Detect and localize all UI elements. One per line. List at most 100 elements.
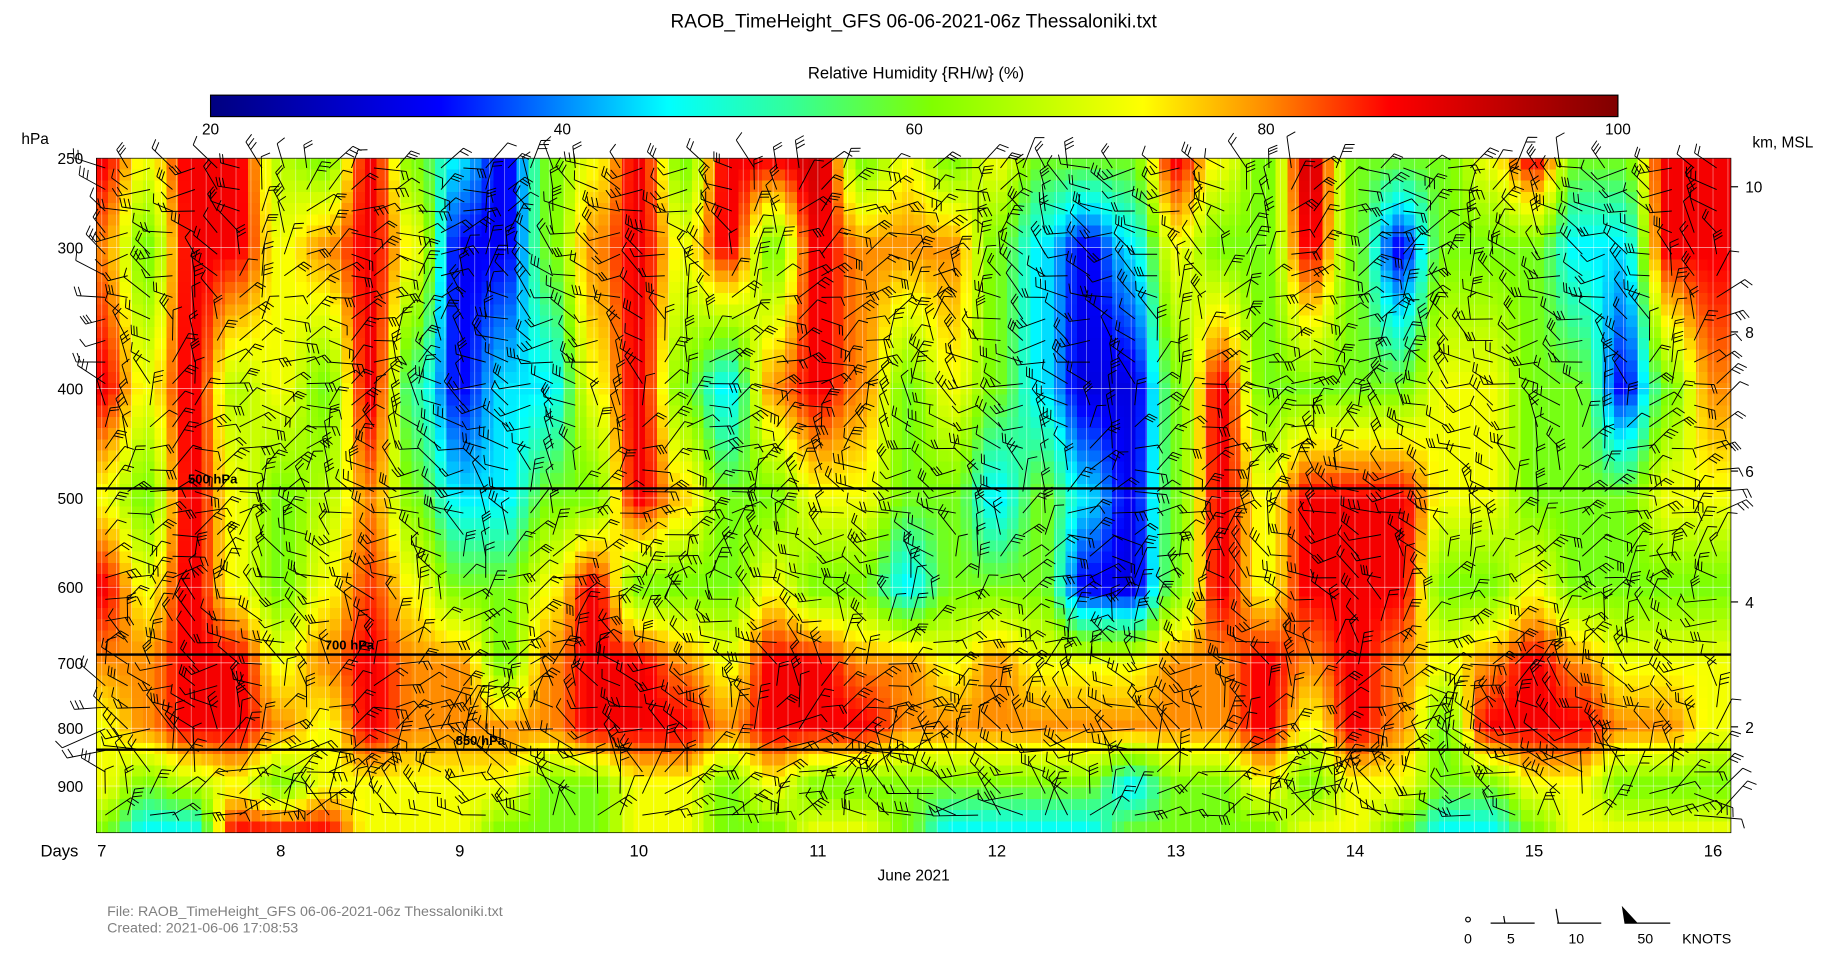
heatmap-cell xyxy=(1018,259,1032,272)
heatmap-cell xyxy=(388,439,401,452)
heatmap-cell xyxy=(575,349,588,362)
heatmap-cell xyxy=(259,776,273,789)
heatmap-cell xyxy=(820,371,833,384)
heatmap-cell xyxy=(621,281,635,294)
heatmap-cell xyxy=(703,158,716,171)
heatmap-cell xyxy=(224,259,238,272)
heatmap-cell xyxy=(329,517,343,530)
heatmap-cell xyxy=(796,585,810,598)
heatmap-cell xyxy=(423,551,436,564)
heatmap-cell xyxy=(785,360,798,373)
heatmap-cell xyxy=(236,293,249,306)
heatmap-cell xyxy=(259,810,273,823)
heatmap-cell xyxy=(925,236,938,249)
heatmap-cell xyxy=(738,472,751,485)
heatmap-cell xyxy=(925,383,938,396)
heatmap-cell xyxy=(761,529,775,542)
heatmap-cell xyxy=(96,562,109,575)
heatmap-cell xyxy=(831,720,845,733)
heatmap-cell xyxy=(598,450,611,463)
heatmap-cell xyxy=(995,709,1008,722)
heatmap-cell xyxy=(563,641,576,654)
heatmap-cell xyxy=(341,371,354,384)
heatmap-cell xyxy=(913,416,927,429)
heatmap-cell xyxy=(586,517,600,530)
heatmap-cell xyxy=(680,551,693,564)
heatmap-cell xyxy=(271,259,284,272)
heatmap-cell xyxy=(236,315,249,328)
heatmap-cell xyxy=(691,371,705,384)
heatmap-cell xyxy=(271,619,284,632)
heatmap-cell xyxy=(586,439,600,452)
heatmap-cell xyxy=(668,484,681,497)
heatmap-cell xyxy=(621,428,635,440)
heatmap-cell xyxy=(469,405,483,418)
heatmap-cell xyxy=(668,191,681,204)
heatmap-cell xyxy=(680,484,693,497)
heatmap-cell xyxy=(855,495,868,508)
heatmap-cell xyxy=(586,169,600,182)
heatmap-cell xyxy=(469,259,483,272)
heatmap-cell xyxy=(388,821,401,833)
heatmap-cell xyxy=(1053,675,1067,688)
heatmap-cell xyxy=(901,203,915,216)
heatmap-cell xyxy=(983,720,997,733)
heatmap-cell xyxy=(808,652,821,665)
heatmap-cell xyxy=(995,394,1008,407)
heatmap-cell xyxy=(108,326,121,339)
heatmap-cell xyxy=(551,236,565,249)
heatmap-cell xyxy=(972,360,985,373)
heatmap-cell xyxy=(563,450,576,463)
heatmap-cell xyxy=(610,798,623,811)
heatmap-cell xyxy=(516,169,530,182)
heatmap-cell xyxy=(773,214,786,227)
heatmap-cell xyxy=(493,765,506,778)
heatmap-cell xyxy=(505,506,518,519)
heatmap-cell xyxy=(166,495,179,508)
heatmap-cell xyxy=(329,439,343,452)
heatmap-cell xyxy=(505,517,518,530)
heatmap-cell xyxy=(458,394,471,407)
heatmap-cell xyxy=(645,517,658,530)
heatmap-cell xyxy=(691,383,705,396)
heatmap-cell xyxy=(306,214,319,227)
heatmap-cell xyxy=(434,439,448,452)
heatmap-cell xyxy=(399,180,413,193)
heatmap-cell xyxy=(645,664,658,677)
heatmap-cell xyxy=(189,214,203,227)
heatmap-cell xyxy=(528,293,541,306)
heatmap-cell xyxy=(680,540,693,553)
heatmap-cell xyxy=(505,585,518,598)
heatmap-cell xyxy=(143,293,156,306)
heatmap-cell xyxy=(481,619,495,632)
heatmap-cell xyxy=(890,281,903,294)
heatmap-cell xyxy=(469,225,483,238)
heatmap-cell xyxy=(960,158,973,171)
heatmap-cell xyxy=(960,270,973,283)
heatmap-cell xyxy=(201,754,214,766)
heatmap-cell xyxy=(154,439,168,452)
heatmap-cell xyxy=(96,495,109,508)
heatmap-cell xyxy=(563,383,576,396)
heatmap-cell xyxy=(808,191,821,204)
heatmap-cell xyxy=(469,349,483,362)
heatmap-cell xyxy=(901,214,915,227)
heatmap-cell xyxy=(738,315,751,328)
heatmap-cell xyxy=(983,506,997,519)
heatmap-cell xyxy=(598,439,611,452)
heatmap-cell xyxy=(866,225,880,238)
heatmap-cell xyxy=(271,607,284,620)
heatmap-cell xyxy=(761,259,775,272)
heatmap-cell xyxy=(283,416,296,429)
heatmap-cell xyxy=(691,551,705,564)
heatmap-cell xyxy=(1042,439,1055,452)
heatmap-cell xyxy=(283,484,296,497)
heatmap-cell xyxy=(458,731,471,744)
heatmap-cell xyxy=(493,349,506,362)
heatmap-cell xyxy=(855,619,868,632)
heatmap-cell xyxy=(960,562,973,575)
heatmap-cell xyxy=(236,697,249,710)
heatmap-cell xyxy=(423,225,436,238)
heatmap-cell xyxy=(715,169,728,182)
heatmap-cell xyxy=(469,551,483,564)
